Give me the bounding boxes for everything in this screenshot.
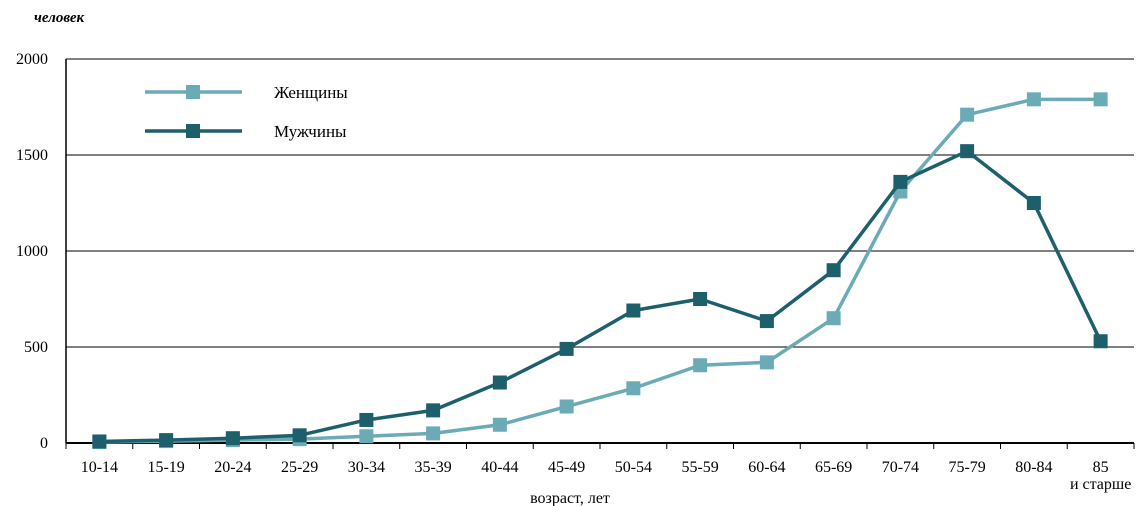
data-point	[759, 355, 774, 370]
legend-label-1: Мужчины	[274, 122, 347, 141]
y-tick-labels: 0 500 1000 1500 2000	[16, 51, 48, 452]
data-point	[492, 417, 507, 432]
x-tick-label: 25-29	[281, 459, 318, 476]
data-point	[559, 341, 574, 356]
x-tick-label: 70-74	[882, 459, 919, 476]
x-tick-label: 40-44	[481, 459, 518, 476]
data-point	[1026, 92, 1041, 107]
x-tick-label: 10-14	[81, 459, 118, 476]
data-point	[225, 431, 240, 446]
x-tick-label: 60-64	[748, 459, 785, 476]
y-tick-label-2000: 2000	[16, 51, 48, 68]
data-point	[693, 292, 708, 306]
x-tick-label: 35-39	[414, 459, 451, 476]
y-tick-label-500: 500	[24, 339, 48, 356]
series-line-0	[99, 97, 1101, 444]
legend-marker-0	[186, 85, 200, 99]
data-point	[1026, 196, 1041, 210]
x-tick-label: 55-59	[681, 459, 718, 476]
data-point	[159, 433, 174, 448]
data-point	[693, 358, 708, 373]
axes	[65, 59, 1135, 449]
x-tick-label: 75-79	[948, 459, 985, 476]
series-lines	[92, 92, 1108, 450]
y-unit-label: человек	[34, 10, 85, 26]
x-tick-label: 15-19	[147, 459, 184, 476]
data-point	[359, 412, 374, 427]
data-point	[893, 174, 908, 189]
data-point	[826, 311, 841, 326]
x-tick-label: 85	[1093, 459, 1109, 476]
x-tick-label: и старше	[1070, 476, 1131, 493]
grid-lines	[66, 58, 1134, 348]
data-point	[626, 381, 641, 396]
data-point	[92, 434, 107, 449]
x-tick-label: 50-54	[615, 459, 652, 476]
data-point	[1093, 92, 1108, 107]
y-tick-label-0: 0	[40, 435, 48, 452]
x-tick-label: 30-34	[348, 459, 385, 476]
data-point	[1093, 334, 1108, 349]
legend-label-0: Женщины	[274, 83, 348, 102]
x-tick-label: 65-69	[815, 459, 852, 476]
data-point	[426, 403, 441, 418]
x-tick-label: 45-49	[548, 459, 585, 476]
legend: Женщины Мужчины	[145, 83, 348, 141]
y-tick-label-1000: 1000	[16, 243, 48, 260]
series-line-1	[99, 149, 1103, 444]
y-tick-label-1500: 1500	[16, 147, 48, 164]
data-point	[492, 375, 507, 390]
data-point	[960, 107, 975, 122]
data-point	[826, 263, 841, 278]
data-point	[759, 314, 774, 329]
data-point	[960, 144, 975, 159]
x-tick-labels: 10-14 15-19 20-24 25-29 30-34 35-39 40-44 45-49…	[81, 459, 1132, 493]
data-point	[359, 429, 374, 444]
x-tick-label: 80-84	[1015, 459, 1052, 476]
x-tick-label: 20-24	[214, 459, 251, 476]
data-point	[426, 426, 441, 441]
legend-marker-1	[186, 124, 200, 138]
data-point	[559, 399, 574, 414]
x-axis-title: возраст, лет	[530, 490, 610, 506]
data-point	[626, 303, 641, 318]
data-point	[292, 428, 307, 443]
